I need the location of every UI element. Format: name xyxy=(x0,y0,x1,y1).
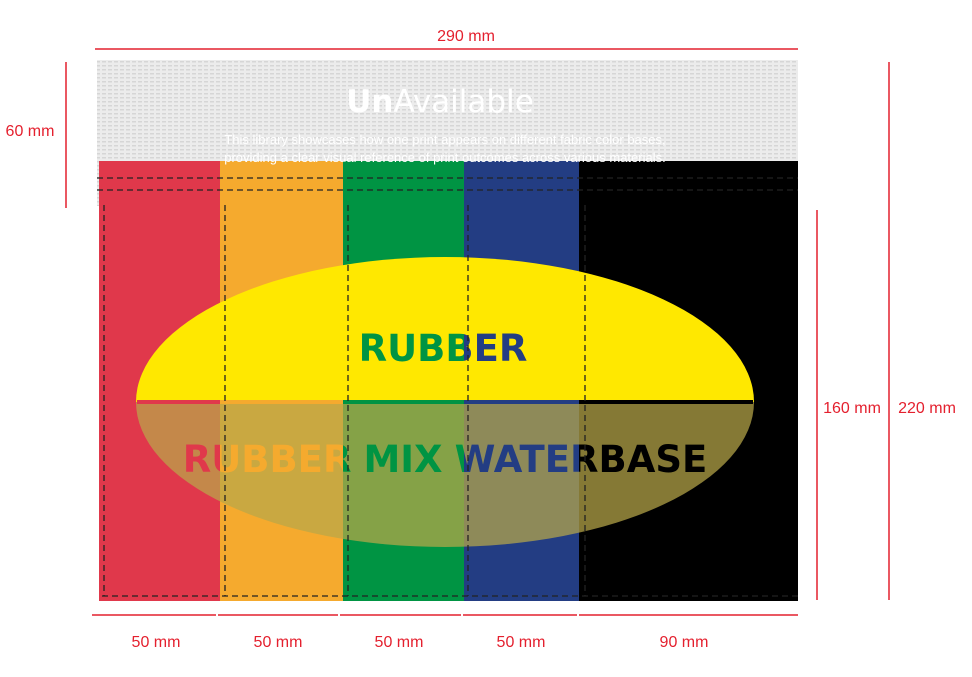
strip-width-label-3: 50 mm xyxy=(375,634,424,651)
strip-width-label-5: 90 mm xyxy=(660,634,709,651)
word-water: WATER xyxy=(455,438,599,481)
rubber-mix-waterbase-label: RUBBER MIX WATER BASE xyxy=(183,438,708,481)
total-width-label: 290 mm xyxy=(437,28,495,45)
word-mix: MIX xyxy=(363,438,442,481)
cut-guides xyxy=(97,177,798,597)
dimension-annotations xyxy=(65,48,890,616)
title-light: Available xyxy=(393,84,533,120)
rubber-label: RUBBER xyxy=(359,327,528,370)
word-base: BASE xyxy=(599,438,708,481)
header-caption-line2: providing a clear visual reference of pr… xyxy=(224,150,665,165)
title-bold: Un xyxy=(346,84,393,120)
header-height-label: 60 mm xyxy=(6,123,55,140)
print-ellipse-top xyxy=(136,257,754,402)
word-rubber: RUBBER xyxy=(183,438,352,481)
print-height-label: 160 mm xyxy=(823,400,881,417)
header-caption-line1: This library showcases how one print app… xyxy=(224,132,665,147)
total-height-label: 220 mm xyxy=(898,400,956,417)
strip-width-label-2: 50 mm xyxy=(254,634,303,651)
strip-width-label-1: 50 mm xyxy=(132,634,181,651)
strip-width-label-4: 50 mm xyxy=(497,634,546,651)
print-ellipse-bottom-overlay xyxy=(136,402,754,547)
